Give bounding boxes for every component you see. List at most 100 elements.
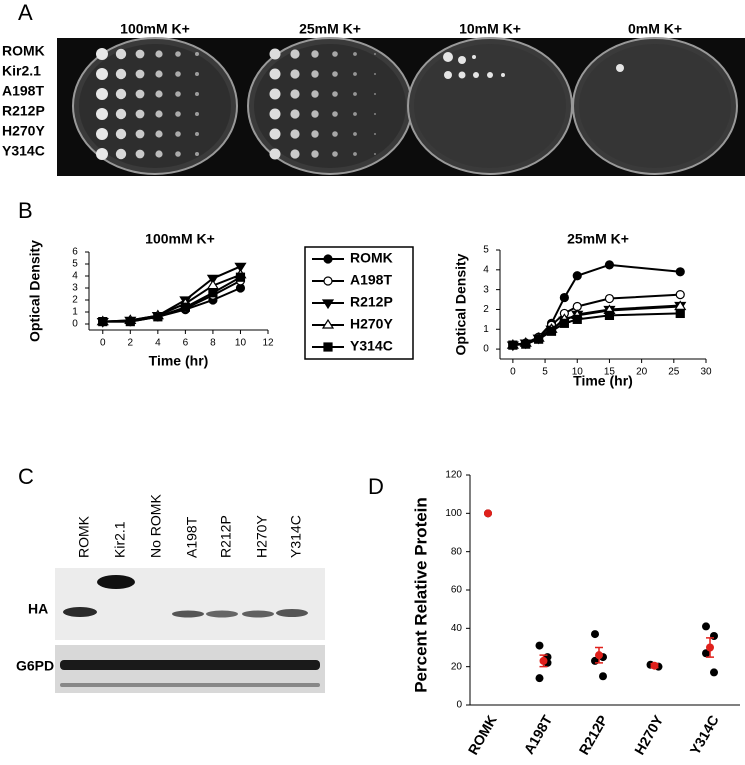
legend: [304, 246, 414, 360]
lane-label: Kir2.1: [112, 521, 128, 558]
blot-ha: [55, 568, 325, 640]
marker: [180, 302, 190, 312]
colony: [311, 50, 319, 58]
band: [206, 610, 238, 618]
marker: [208, 288, 218, 298]
condition-label: 0mM K+: [628, 21, 682, 37]
colony: [195, 52, 199, 56]
colony: [332, 91, 338, 97]
y-tick-label: 80: [451, 546, 463, 557]
x-axis-label: Time (hr): [573, 373, 633, 389]
colony: [290, 49, 300, 59]
colony: [374, 113, 376, 115]
y-tick-label: 2: [72, 295, 78, 306]
colony: [115, 108, 127, 120]
colony: [353, 132, 357, 136]
band: [276, 609, 308, 617]
marker: [546, 326, 557, 336]
y-tick-label: 3: [483, 284, 489, 295]
band: [63, 607, 97, 617]
colony: [195, 112, 199, 116]
legend-label: H270Y: [350, 316, 393, 332]
colony: [353, 112, 357, 116]
strain-label: A198T: [2, 83, 44, 99]
colony: [155, 50, 163, 58]
plate-inner: [579, 44, 731, 168]
colony: [332, 111, 338, 117]
x-tick-label: H270Y: [631, 712, 667, 758]
mean-dot: [706, 643, 714, 652]
colony: [96, 148, 108, 160]
condition-label: 100mM K+: [120, 21, 190, 37]
x-tick-label: 12: [262, 338, 274, 349]
mean-dot: [539, 656, 548, 665]
colony: [115, 148, 127, 160]
marker: [675, 308, 685, 319]
y-tick-label: 0: [483, 344, 489, 355]
colony: [311, 150, 319, 158]
y-tick-label: 0: [456, 700, 462, 711]
marker: [98, 317, 108, 327]
y-axis-label: Optical Density: [453, 253, 469, 355]
x-tick-label: A198T: [520, 712, 555, 757]
colony: [155, 150, 163, 158]
colony: [175, 131, 181, 137]
band-label: G6PD: [16, 658, 54, 674]
colony: [290, 109, 300, 119]
colony: [332, 131, 338, 137]
replicate-dot: [710, 668, 718, 677]
plate-inner: [414, 44, 566, 168]
colony: [269, 68, 281, 80]
marker: [321, 299, 335, 310]
colony: [135, 149, 145, 159]
x-tick-label: ROMK: [465, 712, 500, 757]
marker: [604, 310, 615, 320]
legend-label: A198T: [350, 272, 392, 288]
colony: [115, 48, 127, 60]
colony: [115, 128, 127, 140]
colony: [473, 72, 479, 78]
marker: [604, 293, 615, 304]
colony: [135, 49, 145, 59]
y-tick-label: 1: [483, 324, 489, 335]
y-tick-label: 4: [72, 271, 78, 282]
bands: [60, 575, 320, 687]
lane-label: Y314C: [288, 515, 304, 558]
lane-label: A198T: [184, 516, 200, 558]
colony: [135, 129, 145, 139]
marker: [321, 318, 335, 329]
strain-label: ROMK: [2, 43, 45, 59]
colony: [155, 90, 163, 98]
colony: [311, 90, 319, 98]
marker: [235, 272, 246, 282]
colony: [96, 128, 108, 140]
colony: [175, 111, 181, 117]
colony: [458, 71, 466, 79]
marker: [559, 318, 569, 328]
marker: [323, 276, 333, 286]
replicate-dot: [535, 674, 544, 683]
colony: [195, 72, 199, 76]
colony: [472, 55, 476, 59]
colony: [135, 69, 145, 79]
strain-label: R212P: [2, 103, 45, 119]
lane-label: No ROMK: [148, 494, 164, 558]
colony: [290, 149, 300, 159]
lane-label: H270Y: [254, 515, 270, 558]
marker: [559, 292, 569, 303]
y-tick-label: 4: [483, 264, 489, 275]
x-tick-label: 15: [604, 367, 616, 378]
condition-label: 25mM K+: [299, 21, 361, 37]
marker: [323, 342, 333, 352]
colony: [115, 88, 127, 100]
marker: [604, 260, 615, 270]
colony: [353, 152, 357, 156]
band: [60, 660, 320, 670]
y-tick-label: 1: [72, 307, 78, 318]
series-line: [102, 287, 241, 323]
strain-label: H270Y: [2, 123, 45, 139]
colony: [96, 88, 108, 100]
replicate-dot: [702, 649, 710, 658]
band: [172, 610, 204, 618]
